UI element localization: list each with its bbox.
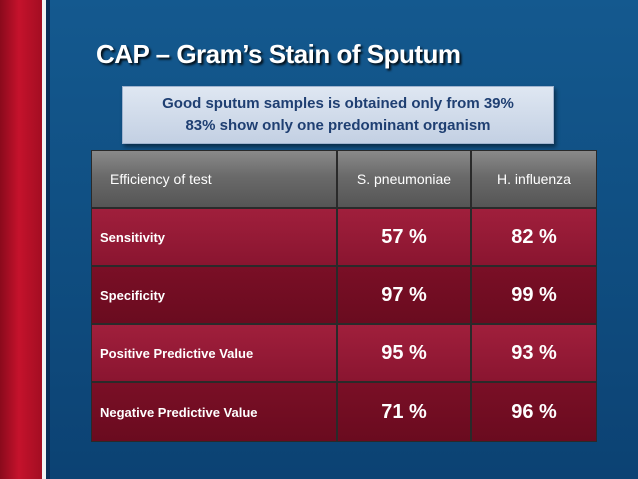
row-label-negative-predictive-value: Negative Predictive Value	[91, 382, 337, 442]
cell-ppv-h-influenza: 93 %	[471, 324, 597, 382]
note-line-1: Good sputum samples is obtained only fro…	[162, 95, 514, 112]
left-accent-stripe	[42, 0, 46, 479]
note-box: Good sputum samples is obtained only fro…	[122, 86, 554, 144]
cell-npv-h-influenza: 96 %	[471, 382, 597, 442]
note-line-2: 83% show only one predominant organism	[185, 117, 491, 134]
left-accent-bar	[0, 0, 42, 479]
cell-npv-s-pneumoniae: 71 %	[337, 382, 471, 442]
row-label-specificity: Specificity	[91, 266, 337, 324]
cell-sensitivity-h-influenza: 82 %	[471, 208, 597, 266]
cell-sensitivity-s-pneumoniae: 57 %	[337, 208, 471, 266]
efficiency-table: Efficiency of test S. pneumoniae H. infl…	[91, 150, 597, 442]
header-h-influenza: H. influenza	[471, 150, 597, 208]
slide-title: CAP – Gram’s Stain of Sputum	[96, 39, 461, 69]
cell-ppv-s-pneumoniae: 95 %	[337, 324, 471, 382]
header-efficiency-of-test: Efficiency of test	[91, 150, 337, 208]
cell-specificity-h-influenza: 99 %	[471, 266, 597, 324]
header-s-pneumoniae: S. pneumoniae	[337, 150, 471, 208]
left-accent-shadow	[46, 0, 50, 479]
cell-specificity-s-pneumoniae: 97 %	[337, 266, 471, 324]
row-label-positive-predictive-value: Positive Predictive Value	[91, 324, 337, 382]
row-label-sensitivity: Sensitivity	[91, 208, 337, 266]
